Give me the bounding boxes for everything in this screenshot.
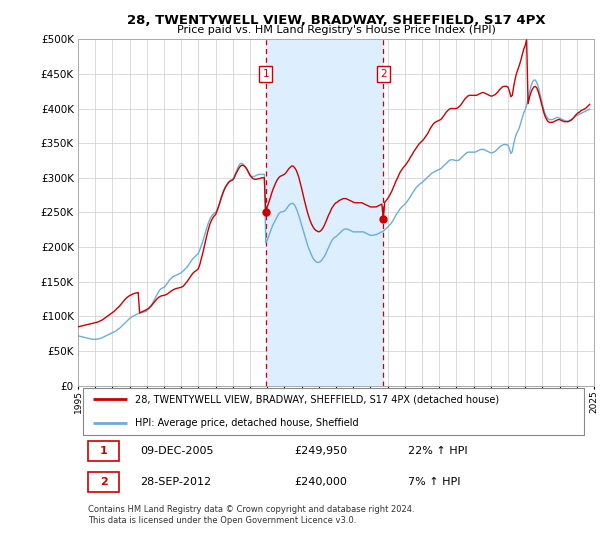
Text: HPI: Average price, detached house, Sheffield: HPI: Average price, detached house, Shef… — [135, 418, 358, 428]
Text: £249,950: £249,950 — [295, 446, 348, 456]
Text: Contains HM Land Registry data © Crown copyright and database right 2024.
This d: Contains HM Land Registry data © Crown c… — [88, 505, 415, 525]
Text: £240,000: £240,000 — [295, 477, 347, 487]
Text: 28, TWENTYWELL VIEW, BRADWAY, SHEFFIELD, S17 4PX (detached house): 28, TWENTYWELL VIEW, BRADWAY, SHEFFIELD,… — [135, 394, 499, 404]
Text: 7% ↑ HPI: 7% ↑ HPI — [408, 477, 461, 487]
Text: 1: 1 — [263, 69, 269, 79]
Bar — [266, 39, 383, 386]
Text: 28, TWENTYWELL VIEW, BRADWAY, SHEFFIELD, S17 4PX: 28, TWENTYWELL VIEW, BRADWAY, SHEFFIELD,… — [127, 14, 545, 27]
Text: 09-DEC-2005: 09-DEC-2005 — [140, 446, 214, 456]
FancyBboxPatch shape — [83, 388, 584, 435]
FancyBboxPatch shape — [88, 441, 119, 461]
FancyBboxPatch shape — [88, 472, 119, 492]
Text: 28-SEP-2012: 28-SEP-2012 — [140, 477, 211, 487]
Text: 2: 2 — [380, 69, 386, 79]
Text: 22% ↑ HPI: 22% ↑ HPI — [408, 446, 468, 456]
Text: 2: 2 — [100, 477, 107, 487]
Text: 1: 1 — [100, 446, 107, 456]
Text: Price paid vs. HM Land Registry's House Price Index (HPI): Price paid vs. HM Land Registry's House … — [176, 25, 496, 35]
